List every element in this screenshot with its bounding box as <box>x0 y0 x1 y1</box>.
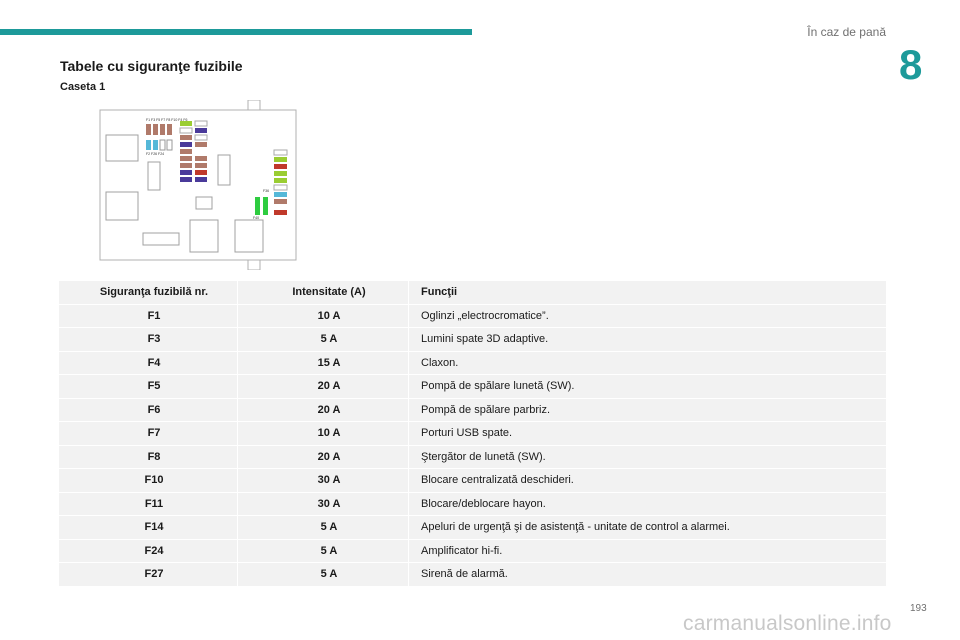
fuse-amperage: 30 A <box>237 468 409 493</box>
section-title: Tabele cu siguranţe fuzibile <box>60 58 243 74</box>
table-row: F7 10 A Porturi USB spate. <box>59 421 886 446</box>
header-accent-bar <box>0 29 472 35</box>
fuse-amperage: 5 A <box>237 515 409 540</box>
fuse-amperage: 15 A <box>237 351 409 375</box>
fuse-function: Claxon. <box>408 351 886 375</box>
fuse-amperage: 20 A <box>237 374 409 399</box>
fuse-function: Blocare/deblocare hayon. <box>408 492 886 516</box>
fuse-number: F14 <box>59 515 238 540</box>
fuse-function: Porturi USB spate. <box>408 421 886 446</box>
table-row: F8 20 A Ştergător de lunetă (SW). <box>59 445 886 469</box>
fuse-amperage: 5 A <box>237 562 409 587</box>
fuse-number: F1 <box>59 304 238 328</box>
fuse-function: Sirenă de alarmă. <box>408 562 886 587</box>
fuse-number: F10 <box>59 468 238 493</box>
table-row: F11 30 A Blocare/deblocare hayon. <box>59 492 886 516</box>
fuse-amperage: 20 A <box>237 398 409 422</box>
section-subtitle: Caseta 1 <box>60 81 106 93</box>
fuse-function: Blocare centralizată deschideri. <box>408 468 886 493</box>
fuse-amperage: 20 A <box>237 445 409 469</box>
header-fuse-number: Siguranţa fuzibilă nr. <box>59 281 238 305</box>
fuse-number: F24 <box>59 539 238 563</box>
chapter-title: În caz de pană <box>807 25 886 39</box>
table-header-row: Siguranţa fuzibilă nr. Intensitate (A) F… <box>59 281 886 305</box>
fuse-function: Lumini spate 3D adaptive. <box>408 327 886 352</box>
table-row: F5 20 A Pompă de spălare lunetă (SW). <box>59 374 886 399</box>
fuse-amperage: 10 A <box>237 421 409 446</box>
watermark: carmanualsonline.info <box>683 612 892 635</box>
fuse-function: Apeluri de urgenţă şi de asistenţă - uni… <box>408 515 886 540</box>
diagram-right-label-a: F36 <box>263 189 269 193</box>
header-functions: Funcţii <box>408 281 886 305</box>
fuse-number: F27 <box>59 562 238 587</box>
page-number: 193 <box>910 603 927 614</box>
table-row: F10 30 A Blocare centralizată deschideri. <box>59 468 886 493</box>
fuse-number: F4 <box>59 351 238 375</box>
fuse-number: F6 <box>59 398 238 422</box>
diagram-right-label-b: F40 <box>253 216 259 220</box>
fuse-amperage: 5 A <box>237 539 409 563</box>
fuse-function: Pompă de spălare lunetă (SW). <box>408 374 886 399</box>
fuse-amperage: 30 A <box>237 492 409 516</box>
fuse-number: F5 <box>59 374 238 399</box>
diagram-left-label: F2 F26 F24 <box>146 152 164 156</box>
fuse-number: F11 <box>59 492 238 516</box>
fuse-number: F7 <box>59 421 238 446</box>
header-amperage: Intensitate (A) <box>237 281 409 305</box>
table-row: F27 5 A Sirenă de alarmă. <box>59 562 886 587</box>
fuse-amperage: 10 A <box>237 304 409 328</box>
fuse-table: Siguranţa fuzibilă nr. Intensitate (A) F… <box>59 281 886 587</box>
fuse-box-diagram: F1 F3 F5 F7 F8 F10 F4 F6 F2 F26 F24 F36 … <box>99 100 297 270</box>
fuse-function: Amplificator hi-fi. <box>408 539 886 563</box>
table-row: F3 5 A Lumini spate 3D adaptive. <box>59 327 886 352</box>
fuse-amperage: 5 A <box>237 327 409 352</box>
table-row: F1 10 A Oglinzi „electrocromatice”. <box>59 304 886 328</box>
chapter-number: 8 <box>899 41 923 88</box>
fuse-function: Oglinzi „electrocromatice”. <box>408 304 886 328</box>
table-row: F4 15 A Claxon. <box>59 351 886 375</box>
table-row: F14 5 A Apeluri de urgenţă şi de asistenţă… <box>59 515 886 540</box>
table-row: F6 20 A Pompă de spălare parbriz. <box>59 398 886 422</box>
table-row: F24 5 A Amplificator hi-fi. <box>59 539 886 563</box>
fuse-number: F3 <box>59 327 238 352</box>
diagram-top-labels: F1 F3 F5 F7 F8 F10 F4 F6 <box>146 118 187 122</box>
fuse-function: Ştergător de lunetă (SW). <box>408 445 886 469</box>
fuse-function: Pompă de spălare parbriz. <box>408 398 886 422</box>
fuse-number: F8 <box>59 445 238 469</box>
